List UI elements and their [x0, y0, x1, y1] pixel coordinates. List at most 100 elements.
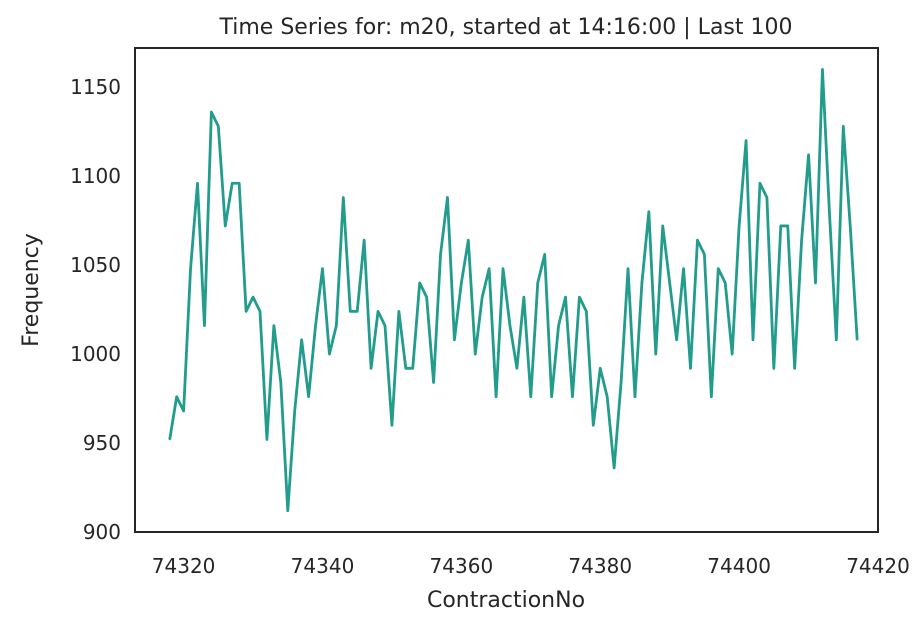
data-point — [273, 324, 275, 327]
data-point — [391, 424, 393, 427]
x-axis-label: ContractionNo — [427, 588, 585, 613]
data-point — [773, 367, 775, 370]
data-point — [661, 225, 664, 227]
data-point — [293, 410, 296, 412]
data-point — [280, 381, 282, 384]
data-point — [654, 353, 657, 355]
data-point — [766, 196, 768, 199]
data-point — [536, 282, 539, 284]
data-point — [314, 324, 317, 327]
data-point — [168, 438, 171, 441]
plot-area-frame — [134, 47, 879, 533]
data-point — [738, 225, 740, 227]
data-point — [856, 339, 858, 341]
data-point — [252, 296, 254, 298]
data-point — [821, 68, 824, 71]
data-point — [696, 239, 699, 241]
data-point — [828, 210, 831, 213]
data-point — [411, 367, 414, 370]
data-point — [578, 296, 581, 298]
data-point — [648, 210, 650, 213]
data-point — [550, 395, 553, 398]
data-point — [384, 324, 386, 327]
data-point — [266, 438, 268, 441]
data-point — [689, 367, 692, 370]
x-tick-label: 74400 — [707, 554, 771, 578]
data-point — [481, 296, 484, 298]
data-point — [286, 509, 289, 512]
data-point — [530, 395, 532, 398]
data-point — [370, 367, 372, 370]
data-point — [703, 253, 706, 256]
data-point — [453, 339, 456, 341]
data-point — [467, 239, 470, 241]
data-point — [557, 324, 560, 327]
data-point — [439, 253, 442, 256]
data-point — [786, 225, 789, 227]
data-point — [425, 296, 428, 298]
data-point — [710, 395, 713, 398]
y-axis-label: Frequency — [19, 233, 44, 347]
data-point — [210, 111, 213, 113]
x-tick-label: 74340 — [291, 554, 355, 578]
data-point — [446, 196, 449, 199]
data-point — [675, 339, 678, 341]
y-tick-label: 1150 — [70, 75, 121, 99]
data-point — [377, 310, 379, 313]
data-point — [432, 381, 435, 384]
data-point — [189, 267, 192, 270]
data-point — [668, 282, 671, 284]
data-point — [800, 239, 803, 241]
data-point — [175, 395, 178, 398]
data-point — [328, 353, 331, 355]
data-point — [321, 267, 324, 270]
y-tick-label: 1000 — [70, 342, 121, 366]
data-point — [745, 139, 747, 142]
data-point — [502, 267, 504, 270]
data-point — [363, 239, 365, 241]
data-point — [474, 353, 477, 355]
data-point — [300, 339, 303, 341]
data-point — [599, 367, 602, 370]
data-point — [752, 339, 754, 341]
x-axis-ticks: 74320 74340 74360 74380 74400 74420 — [152, 554, 910, 578]
data-point — [585, 310, 588, 313]
data-point — [238, 182, 240, 185]
data-point — [231, 182, 234, 185]
data-point — [217, 125, 220, 128]
data-point — [731, 353, 733, 355]
y-tick-label: 1100 — [70, 164, 121, 188]
data-point — [523, 296, 525, 298]
data-point — [196, 182, 199, 185]
series-points — [168, 68, 858, 512]
data-point — [224, 225, 227, 227]
data-point — [641, 282, 643, 284]
data-point — [488, 267, 490, 270]
data-point — [724, 282, 727, 284]
data-point — [335, 324, 338, 327]
data-point — [717, 267, 720, 270]
data-point — [849, 225, 852, 227]
data-point — [543, 253, 546, 256]
data-point — [245, 310, 247, 313]
x-tick-label: 74380 — [568, 554, 632, 578]
data-point — [627, 267, 629, 270]
x-tick-label: 74420 — [846, 554, 910, 578]
data-point — [509, 324, 511, 327]
data-point — [842, 125, 845, 128]
data-point — [495, 395, 497, 398]
data-point — [398, 310, 400, 313]
series-line — [168, 67, 859, 513]
data-point — [592, 424, 595, 427]
y-tick-label: 900 — [83, 520, 121, 544]
data-point — [807, 153, 810, 156]
data-point — [182, 410, 185, 412]
y-axis-ticks: 900 950 1000 1050 1100 1150 — [70, 75, 121, 544]
y-tick-label: 950 — [83, 431, 121, 455]
data-point — [516, 367, 518, 370]
data-point — [814, 282, 817, 284]
data-point — [793, 367, 796, 370]
data-point — [759, 182, 761, 185]
data-point — [203, 324, 206, 327]
